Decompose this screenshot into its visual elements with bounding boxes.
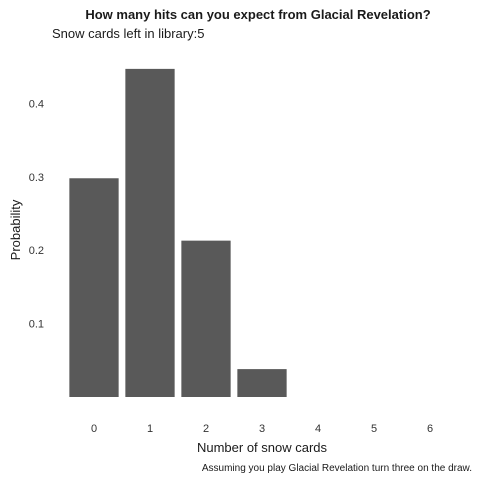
x-tick-label: 3 — [259, 423, 265, 435]
bar-2 — [181, 241, 230, 397]
x-tick-label: 4 — [315, 423, 321, 435]
bars — [69, 69, 286, 397]
x-tick-label: 5 — [371, 423, 377, 435]
x-tick-label: 0 — [91, 423, 97, 435]
x-tick-label: 6 — [427, 423, 433, 435]
chart-caption: Assuming you play Glacial Revelation tur… — [202, 463, 472, 474]
x-axis-ticks: 0 1 2 3 4 5 6 — [91, 423, 433, 435]
bar-0 — [69, 178, 118, 397]
chart-title: How many hits can you expect from Glacia… — [85, 7, 430, 22]
x-tick-label: 1 — [147, 423, 153, 435]
chart-subtitle: Snow cards left in library:5 — [52, 26, 204, 41]
y-axis-label: Probability — [8, 199, 23, 260]
y-tick-label: 0.1 — [29, 319, 44, 331]
bar-3 — [237, 369, 286, 397]
x-axis-label: Number of snow cards — [197, 440, 328, 455]
y-tick-label: 0.2 — [29, 245, 44, 257]
x-tick-label: 2 — [203, 423, 209, 435]
y-tick-label: 0.4 — [29, 98, 44, 110]
y-axis-ticks: 0.1 0.2 0.3 0.4 — [29, 98, 44, 330]
bar-1 — [125, 69, 174, 397]
y-tick-label: 0.3 — [29, 172, 44, 184]
